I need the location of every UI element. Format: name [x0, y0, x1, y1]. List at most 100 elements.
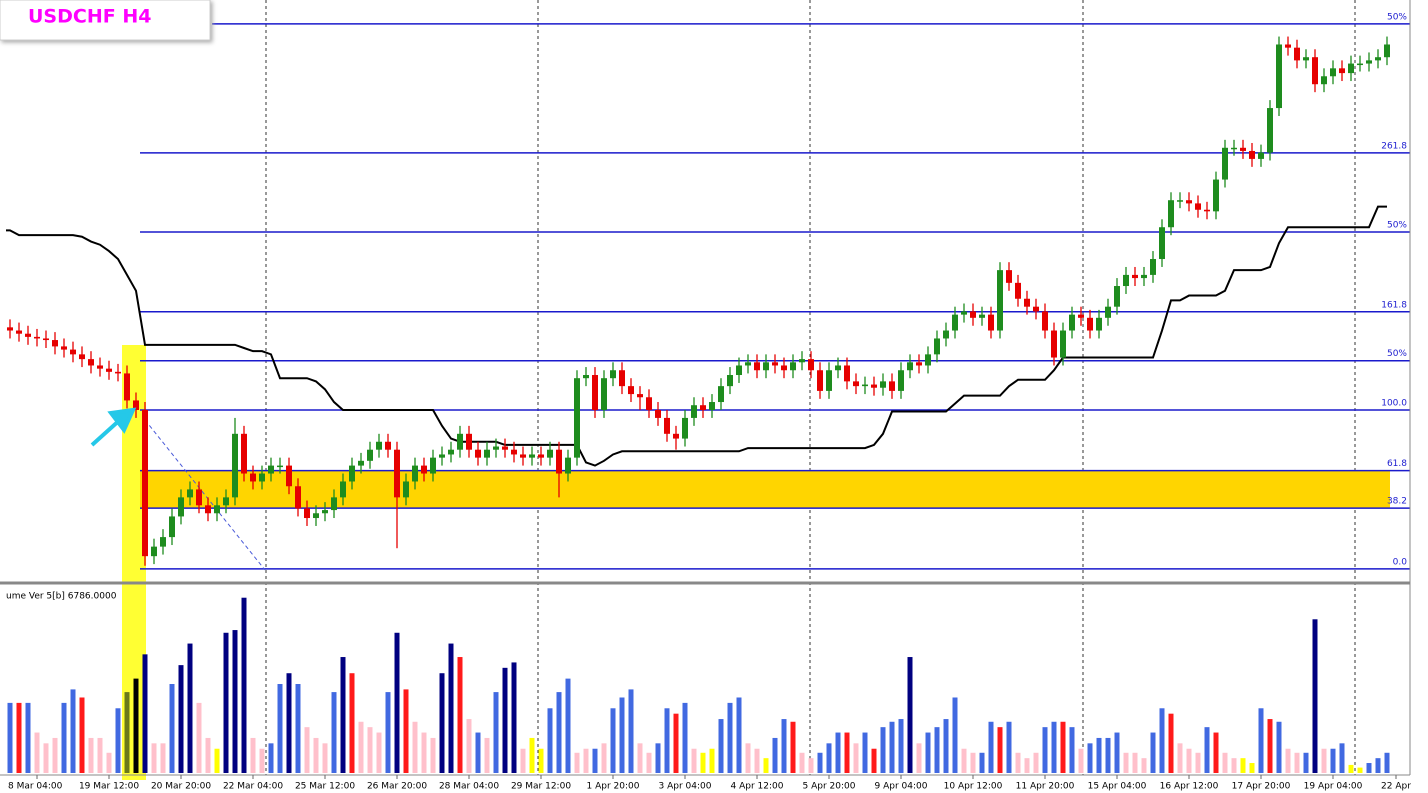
- arrow: [90, 407, 137, 447]
- volume-bar: [988, 721, 994, 773]
- volume-bar: [448, 643, 454, 773]
- candle-body: [16, 330, 22, 334]
- volume-bar: [1033, 752, 1039, 773]
- volume-bar: [1267, 719, 1273, 773]
- volume-bar: [673, 713, 679, 773]
- volume-bar: [745, 743, 751, 773]
- volume-bar: [763, 758, 769, 773]
- candle-body: [1060, 330, 1066, 358]
- x-tick-label: 4 Apr 12:00: [731, 782, 784, 792]
- candle-body: [358, 460, 364, 466]
- volume-bar: [313, 737, 319, 773]
- volume-bar: [241, 597, 247, 773]
- candle-body: [736, 365, 742, 376]
- candle-body: [232, 433, 238, 498]
- candle-body: [610, 370, 616, 379]
- volume-bar: [403, 689, 409, 773]
- candle-body: [205, 505, 211, 514]
- volume-bar: [322, 743, 328, 773]
- x-tick-label: 19 Mar 12:00: [79, 782, 139, 792]
- candle-body: [1195, 203, 1201, 210]
- candle-body: [880, 381, 886, 388]
- candle-body: [1150, 259, 1156, 275]
- candle-body: [628, 386, 634, 395]
- volume-bar: [133, 678, 139, 773]
- candle-body: [421, 465, 427, 474]
- candle-body: [1141, 274, 1147, 279]
- volume-bar: [1285, 748, 1291, 773]
- level-label: 50%: [1387, 12, 1407, 22]
- volume-bar: [799, 752, 805, 773]
- volume-bar: [268, 743, 274, 773]
- volume-bar: [358, 721, 364, 773]
- x-tick-label: 22 Mar 04:00: [223, 782, 283, 792]
- candle-body: [907, 362, 913, 371]
- candle-body: [979, 314, 985, 318]
- candle-body: [1258, 152, 1264, 159]
- level-label: 50%: [1387, 221, 1407, 231]
- volume-bar: [610, 708, 616, 773]
- candle-body: [1267, 108, 1273, 153]
- candle-body: [754, 362, 760, 371]
- candle-body: [412, 465, 418, 482]
- baseline-group: [6, 205, 1387, 467]
- x-tick-label: 16 Apr 12:00: [1160, 782, 1219, 792]
- x-tick-label: 29 Mar 12:00: [511, 782, 571, 792]
- volume-bar: [115, 708, 121, 773]
- candle-body: [1375, 57, 1381, 61]
- volume-bar: [1015, 752, 1021, 773]
- candle-body: [1303, 57, 1309, 61]
- volume-bar: [1231, 758, 1237, 773]
- candle-body: [709, 402, 715, 410]
- candle-body: [1204, 209, 1210, 212]
- x-tick-label: 8 Mar 04:00: [8, 782, 63, 792]
- volume-bar: [547, 708, 553, 773]
- candle-body: [196, 489, 202, 506]
- volume-bar: [808, 758, 814, 773]
- candle-body: [943, 330, 949, 339]
- candle-body: [637, 394, 643, 398]
- candle-body: [1366, 60, 1372, 64]
- candle-body: [655, 409, 661, 418]
- volume-bar: [232, 630, 238, 773]
- candle-body: [178, 497, 184, 517]
- x-tick-label: 17 Apr 20:00: [1232, 782, 1291, 792]
- level-label: 61.8: [1387, 459, 1407, 469]
- volume-group: [7, 597, 1390, 773]
- candle-body: [772, 362, 778, 366]
- volume-bar: [520, 748, 526, 773]
- candle-body: [169, 516, 175, 538]
- volume-bar: [952, 697, 958, 773]
- candle-body: [1087, 317, 1093, 331]
- candle-body: [475, 449, 481, 458]
- candle-body: [889, 381, 895, 391]
- volume-bar: [214, 748, 220, 773]
- candle-body: [988, 314, 994, 331]
- candle-body: [61, 346, 67, 350]
- volume-bar: [1249, 763, 1255, 773]
- volume-bar: [439, 673, 445, 773]
- candle-body: [1159, 227, 1165, 260]
- candle-body: [790, 362, 796, 371]
- candle-body: [1123, 274, 1129, 287]
- volume-bar: [1150, 732, 1156, 773]
- candle-body: [565, 457, 571, 474]
- candle-body: [538, 454, 544, 458]
- volume-bar: [628, 689, 634, 773]
- candle-body: [142, 409, 148, 557]
- x-tick-label: 11 Apr 20:00: [1016, 782, 1075, 792]
- x-tick-label: 26 Mar 20:00: [367, 782, 427, 792]
- level-label: 50%: [1387, 349, 1407, 359]
- candle-body: [520, 454, 526, 458]
- candle-body: [529, 454, 535, 458]
- candle-body: [259, 473, 265, 482]
- candle-body: [448, 449, 454, 455]
- candle-body: [556, 449, 562, 474]
- volume-bar: [367, 727, 373, 773]
- candle-body: [1312, 57, 1318, 85]
- volume-bar: [709, 748, 715, 773]
- candle-body: [502, 446, 508, 450]
- zone-group: [140, 470, 1390, 509]
- volume-bar: [664, 708, 670, 773]
